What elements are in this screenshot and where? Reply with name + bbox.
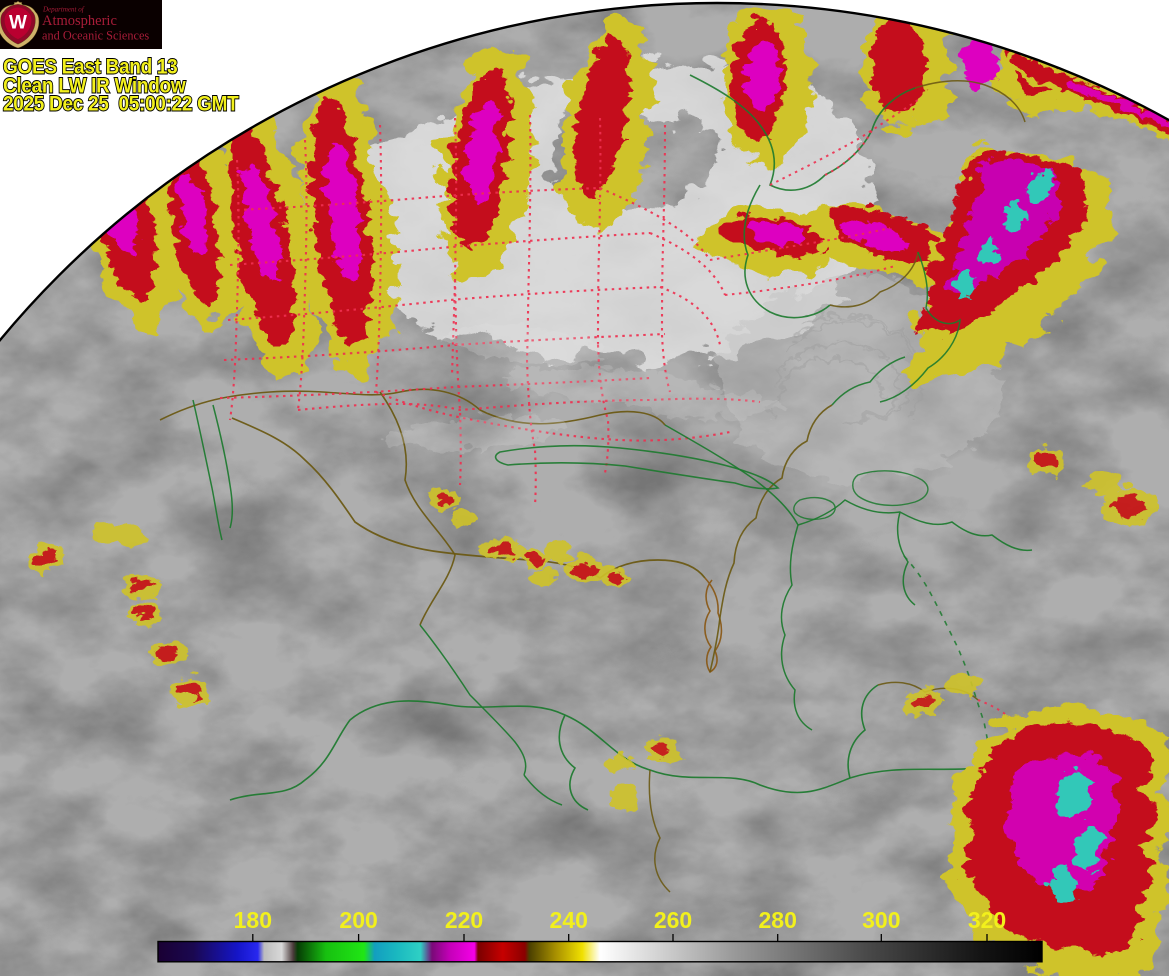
svg-text:Atmospheric: Atmospheric: [42, 13, 117, 29]
svg-text:W: W: [9, 13, 27, 34]
svg-text:and Oceanic Sciences: and Oceanic Sciences: [42, 29, 149, 43]
